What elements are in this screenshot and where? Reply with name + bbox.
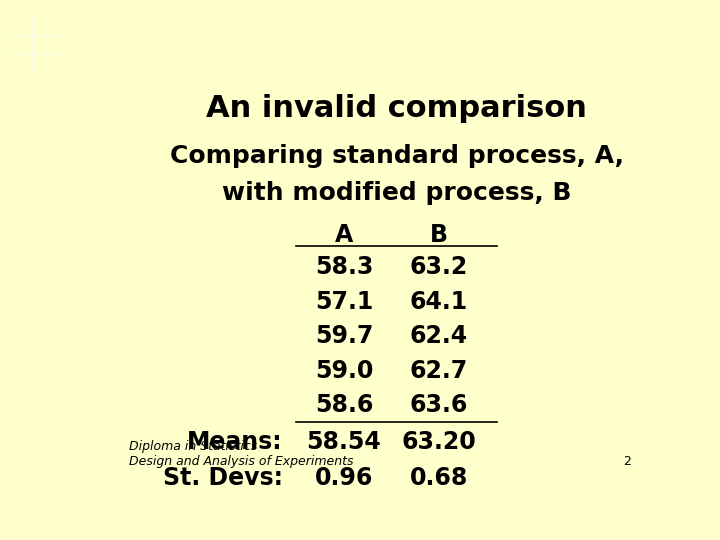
Text: 64.1: 64.1	[410, 289, 468, 314]
Text: 58.6: 58.6	[315, 393, 373, 417]
Text: Diploma in Statistics
Design and Analysis of Experiments: Diploma in Statistics Design and Analysi…	[129, 440, 354, 468]
Text: A: A	[335, 223, 353, 247]
Text: 63.6: 63.6	[410, 393, 468, 417]
Text: 59.0: 59.0	[315, 359, 373, 383]
Text: 0.68: 0.68	[410, 466, 468, 490]
Text: 2: 2	[624, 455, 631, 468]
Text: B: B	[430, 223, 448, 247]
Text: 57.1: 57.1	[315, 289, 373, 314]
Text: 62.4: 62.4	[410, 324, 468, 348]
Text: An invalid comparison: An invalid comparison	[207, 94, 588, 123]
Text: 58.3: 58.3	[315, 255, 373, 279]
Text: 59.7: 59.7	[315, 324, 373, 348]
Text: St. Devs:: St. Devs:	[163, 466, 282, 490]
Text: with modified process, B: with modified process, B	[222, 181, 572, 205]
Text: 58.54: 58.54	[307, 429, 382, 454]
Text: 63.20: 63.20	[401, 429, 476, 454]
Text: 62.7: 62.7	[410, 359, 468, 383]
Text: Means:: Means:	[187, 429, 282, 454]
Text: Comparing standard process, A,: Comparing standard process, A,	[170, 144, 624, 168]
Text: 63.2: 63.2	[410, 255, 468, 279]
Text: 0.96: 0.96	[315, 466, 373, 490]
